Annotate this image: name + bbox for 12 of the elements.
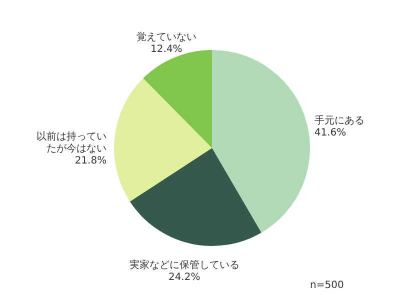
slice-label: 覚えていない	[136, 30, 196, 43]
pie-slice	[130, 148, 262, 246]
data-label: 12.4%	[150, 44, 182, 55]
data-label: 41.6%	[314, 127, 346, 138]
data-label: 24.2%	[168, 272, 200, 283]
data-label: 21.8%	[74, 156, 107, 167]
slice-label: 手元にある	[314, 114, 364, 126]
text: n=500	[310, 280, 344, 291]
pie-slice	[212, 50, 310, 233]
slice-label: 以前は持っていたが今はない	[36, 130, 107, 155]
slice-label: 実家などに保管している	[129, 258, 240, 271]
pie-slice	[114, 78, 212, 202]
